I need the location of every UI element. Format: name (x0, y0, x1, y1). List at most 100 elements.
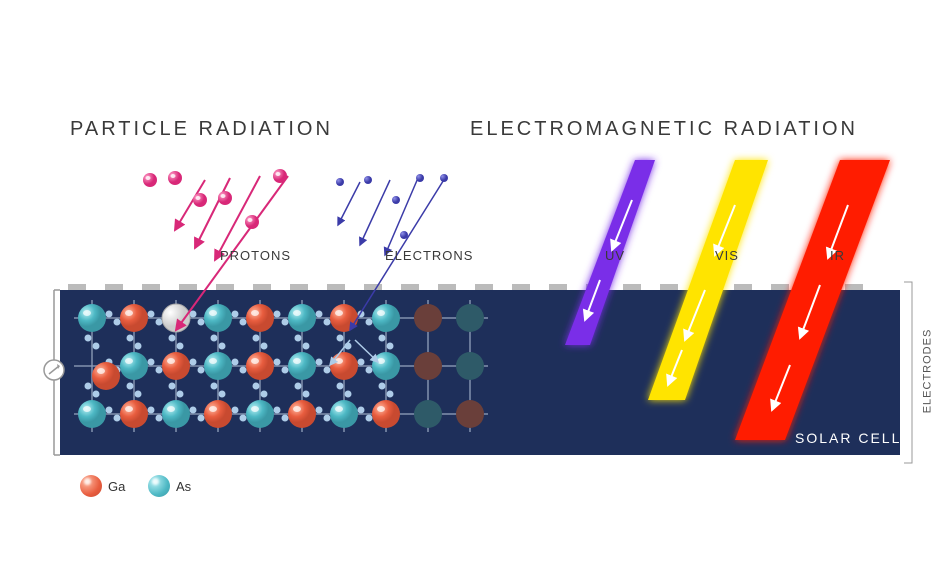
electrode-tab (327, 284, 345, 290)
atom-as (78, 304, 106, 332)
bond-electron (198, 319, 205, 326)
atom-highlight (377, 310, 385, 316)
electrode-bracket (904, 282, 912, 463)
bond-electron (387, 391, 394, 398)
atom-as (78, 400, 106, 428)
bond-electron (198, 367, 205, 374)
bond-electron (282, 319, 289, 326)
bond-electron (135, 391, 142, 398)
bond-electron (169, 335, 176, 342)
bond-electron (316, 311, 323, 318)
atom-as (330, 400, 358, 428)
electron-particle (392, 196, 400, 204)
electrode-tab (364, 284, 382, 290)
atom-faded_ga (414, 352, 442, 380)
bond-electron (190, 359, 197, 366)
label-uv: UV (605, 248, 625, 263)
atom-ga (288, 400, 316, 428)
bond-electron (211, 335, 218, 342)
bond-electron (219, 391, 226, 398)
bond-electron (379, 383, 386, 390)
bond-electron (358, 407, 365, 414)
bond-electron (282, 367, 289, 374)
electron-arrow-icon (385, 178, 418, 255)
atom-ga (120, 304, 148, 332)
atom-highlight (209, 310, 217, 316)
bond-electron (148, 359, 155, 366)
proton-particle (245, 215, 259, 229)
electrode-tab (253, 284, 271, 290)
bond-electron (177, 343, 184, 350)
electrode-tab (845, 284, 863, 290)
label-vis: VIS (715, 248, 739, 263)
atom-highlight (83, 310, 91, 316)
atom-highlight (293, 406, 301, 412)
bond-electron (127, 335, 134, 342)
electrode-tab (771, 284, 789, 290)
atom-as (372, 352, 400, 380)
bond-electron (274, 359, 281, 366)
proton-particle (143, 173, 157, 187)
proton-particle (168, 171, 182, 185)
bond-electron (261, 343, 268, 350)
bond-electron (198, 415, 205, 422)
electrode-tab (142, 284, 160, 290)
bond-electron (114, 415, 121, 422)
label-protons: PROTONS (220, 248, 291, 263)
atom-as (204, 304, 232, 332)
electron-particle (400, 231, 408, 239)
diagram-canvas (0, 0, 950, 580)
label-electrons: ELECTRONS (385, 248, 473, 263)
legend-as-dot (148, 475, 170, 497)
atom-highlight (251, 406, 259, 412)
atom-displaced_ga (92, 362, 120, 390)
title-electromagnetic: ELECTROMAGNETIC RADIATION (470, 118, 858, 141)
atom-highlight (97, 368, 105, 374)
electron-particle (364, 176, 372, 184)
atom-highlight (335, 310, 343, 316)
atom-highlight (83, 406, 91, 412)
atom-highlight (293, 310, 301, 316)
electron-particle (440, 174, 448, 182)
electrode-tab (512, 284, 530, 290)
bond-electron (282, 415, 289, 422)
bond-electron (240, 319, 247, 326)
atom-faded_as (456, 352, 484, 380)
atom-as (120, 352, 148, 380)
bond-electron (358, 359, 365, 366)
electrode-tab (623, 284, 641, 290)
atom-highlight (209, 406, 217, 412)
bond-electron (303, 391, 310, 398)
bond-electron (232, 359, 239, 366)
atom-ga (162, 352, 190, 380)
electron-arrow-icon (360, 180, 390, 245)
legend-ga-text: Ga (108, 479, 125, 494)
atom-ga (246, 304, 274, 332)
atom-faded_as (456, 304, 484, 332)
atom-ga (330, 304, 358, 332)
atom-highlight (293, 358, 301, 364)
bond-electron (274, 407, 281, 414)
electrode-tab (660, 284, 678, 290)
atom-as (372, 304, 400, 332)
bond-electron (106, 407, 113, 414)
atom-highlight (251, 358, 259, 364)
bond-electron (379, 335, 386, 342)
bond-electron (127, 383, 134, 390)
bond-electron (190, 407, 197, 414)
bond-electron (366, 367, 373, 374)
bond-electron (114, 319, 121, 326)
bond-electron (93, 391, 100, 398)
atom-highlight (125, 358, 133, 364)
label-electrodes: ELECTRODES (921, 329, 933, 414)
bond-electron (240, 415, 247, 422)
label-ir: IR (830, 248, 845, 263)
bond-electron (93, 343, 100, 350)
bond-electron (85, 335, 92, 342)
bond-electron (303, 343, 310, 350)
bond-electron (156, 415, 163, 422)
bond-electron (219, 343, 226, 350)
atom-as (162, 400, 190, 428)
electrode-tab (105, 284, 123, 290)
label-solar-cell: SOLAR CELL (795, 430, 901, 446)
